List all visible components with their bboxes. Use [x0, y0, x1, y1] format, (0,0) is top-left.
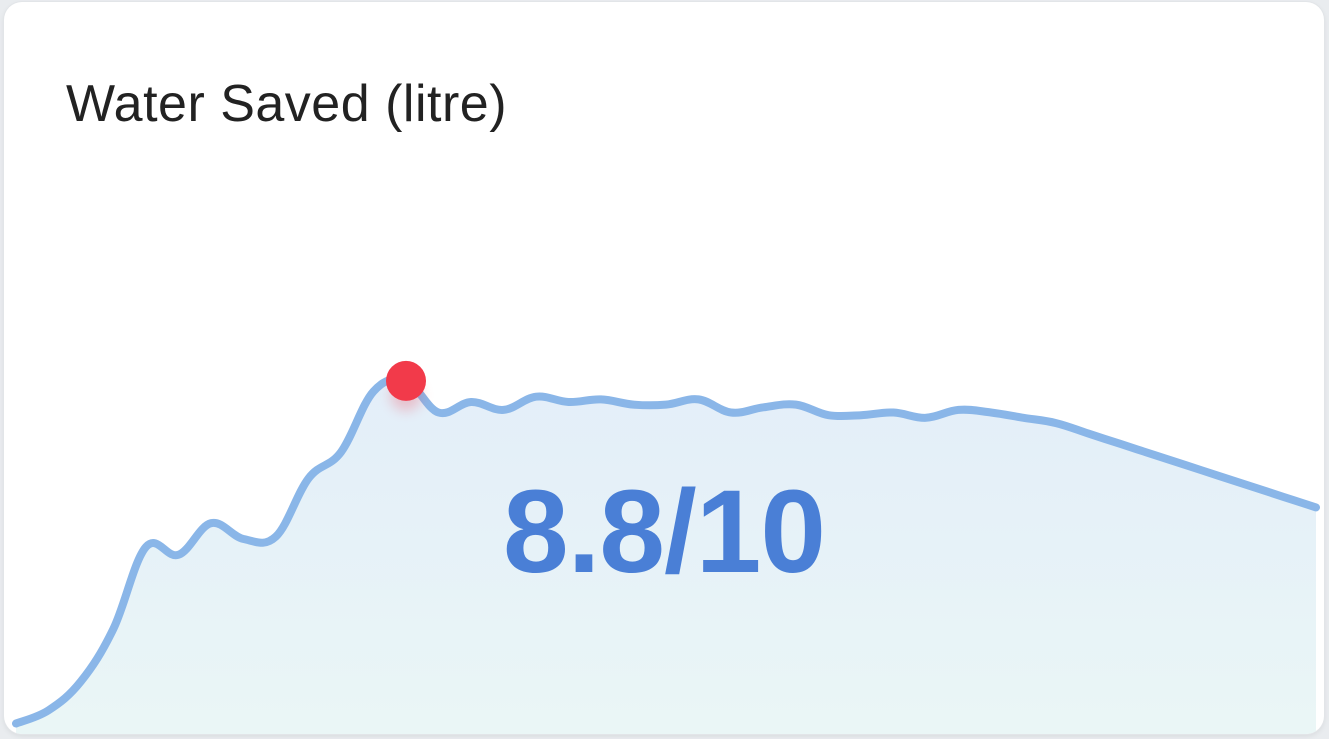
score-value: 8.8/10	[502, 466, 826, 598]
highlight-point[interactable]	[386, 360, 426, 401]
chart-series-line	[12, 375, 1320, 728]
water-saved-area-chart	[12, 360, 1320, 734]
chart-title: Water Saved (litre)	[66, 75, 508, 133]
water-saved-card: Water Saved (litre) 8.8/10	[4, 2, 1324, 734]
chart-marks	[386, 360, 426, 411]
chart-area-fill	[16, 379, 1316, 734]
